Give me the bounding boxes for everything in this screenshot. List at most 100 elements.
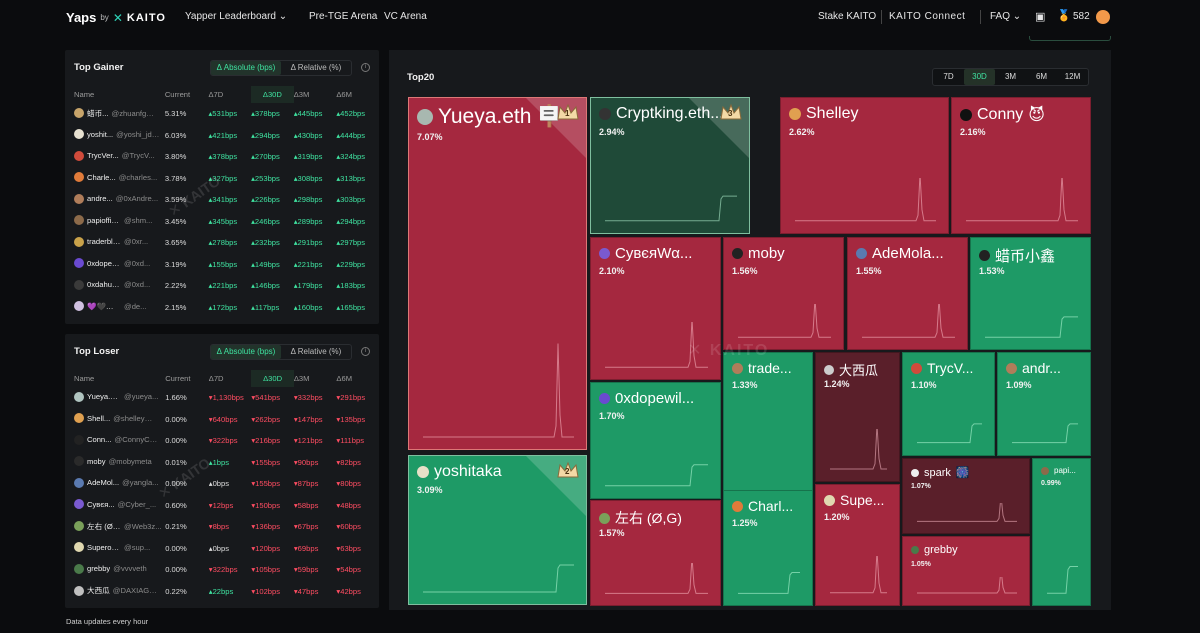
treemap-cell[interactable]: 0xdopewil... 1.70% xyxy=(590,382,721,499)
nav-pretge[interactable]: Pre-TGE Arena xyxy=(309,11,378,22)
treemap-cell[interactable]: 蜡币小鑫 1.53% xyxy=(970,237,1091,350)
table-row[interactable]: Conn... @ConnyCo... 0.00% ▾322bps ▾216bps ▾12… xyxy=(65,430,379,452)
delta-value: ▴313bps xyxy=(336,173,366,183)
toggle-relative[interactable]: Δ Relative (%) xyxy=(290,63,342,72)
table-row[interactable]: Shell... @shelleyma... 0.00% ▾640bps ▾262bps… xyxy=(65,409,379,431)
treemap-cell[interactable]: spark 🎆 1.07% xyxy=(902,458,1030,534)
nav-vc-arena[interactable]: VC Arena xyxy=(384,11,427,22)
column-header[interactable]: Δ6M xyxy=(336,90,352,99)
table-row[interactable]: 0xdopewil...@0xd... 3.19% ▴155bps ▴149bps ▴2… xyxy=(65,254,379,276)
cell-percent: 2.62% xyxy=(789,127,815,137)
table-row[interactable]: andre... @0xAndre... 3.59% ▴341bps ▴226bps ▴2… xyxy=(65,189,379,211)
treemap-cell[interactable]: Supe... 1.20% xyxy=(815,484,900,606)
treemap-cell[interactable]: Conny 😈 2.16% xyxy=(951,97,1091,234)
table-row[interactable]: 大西瓜@DAXIAGUA1 0.22% ▴22bps ▾102bps ▾47bps ▾42… xyxy=(65,581,379,603)
user-name[interactable]: moby @mobymeta xyxy=(74,456,152,467)
treemap-cell[interactable]: andr... 1.09% xyxy=(997,352,1091,456)
user-name[interactable]: Conn... @ConnyCo... xyxy=(74,434,158,445)
delta-value: ▴117bps xyxy=(251,302,280,312)
user-name[interactable]: TrycVer... @TrycV... xyxy=(74,150,155,161)
column-header[interactable]: Current xyxy=(165,374,191,383)
user-name[interactable]: grebby @vvvveth xyxy=(74,563,147,574)
medal-icon[interactable]: 🏅 xyxy=(1057,10,1071,22)
table-row[interactable]: 0xdahua... @0xd... 2.22% ▴221bps ▴146bps ▴179… xyxy=(65,275,379,297)
treemap-cell[interactable]: grebby 1.05% xyxy=(902,536,1030,606)
user-name[interactable]: 💜🖤💚 Kha...@de... xyxy=(74,301,147,312)
treemap-cell[interactable]: yoshitaka 3.09% 2 xyxy=(408,455,587,605)
nav-faq[interactable]: FAQ ⌄ xyxy=(990,11,1021,22)
user-name[interactable]: 0xdopewil...@0xd... xyxy=(74,258,150,269)
table-row[interactable]: yoshit... @yoshi_jdc... 6.03% ▴421bps ▴294bp… xyxy=(65,125,379,147)
table-row[interactable]: moby @mobymeta 0.01% ▴1bps ▾155bps ▾90bps ▾82b… xyxy=(65,452,379,474)
nav-stake[interactable]: Stake KAITO xyxy=(818,11,877,22)
column-header[interactable]: Δ30D xyxy=(251,370,294,387)
handle: @0xAndre... xyxy=(115,194,159,204)
table-row[interactable]: Charle... @charles... 3.78% ▴327bps ▴253bps ▴… xyxy=(65,168,379,190)
treemap-cell[interactable]: AdeMola... 1.55% xyxy=(847,237,968,350)
user-name[interactable]: traderblue...@0xr... xyxy=(74,236,148,247)
column-header[interactable]: Current xyxy=(164,90,191,99)
timeframe-7d[interactable]: 7D xyxy=(943,72,954,81)
user-name[interactable]: Charle... @charles... xyxy=(74,172,157,183)
table-row[interactable]: 蜡币... @zhuanfgg... 5.31% ▴531bps ▴378bps ▴445… xyxy=(65,103,379,125)
info-icon[interactable]: i xyxy=(361,63,370,72)
column-header[interactable]: Δ3M xyxy=(293,374,310,383)
user-name[interactable]: 大西瓜@DAXIAGUA1 xyxy=(74,585,157,596)
table-row[interactable]: Cyвєя... @Cyber_... 0.60% ▾12bps ▾150bps ▾58b… xyxy=(65,495,379,517)
user-name[interactable]: 0xdahua... @0xd... xyxy=(74,279,150,290)
treemap-cell[interactable]: CyвєяWα... 2.10% xyxy=(590,237,721,380)
name-cell: papiofficl... @shm... xyxy=(65,211,165,233)
user-name[interactable]: Cyвєя... @Cyber_... xyxy=(74,499,156,510)
user-name[interactable]: papiofficl... @shm... xyxy=(74,215,152,226)
toggle-absolute[interactable]: Δ Absolute (bps) xyxy=(211,61,281,75)
treemap-cell[interactable]: Cryptking.eth... 2.94% 3 xyxy=(590,97,750,234)
column-header[interactable]: Δ3M xyxy=(293,90,310,99)
treemap-cell[interactable]: Charl... 1.25% xyxy=(723,490,813,606)
timeframe-30d[interactable]: 30D xyxy=(964,69,995,85)
delta-value: ▾1,130bps xyxy=(208,393,244,403)
nav-leaderboard[interactable]: Yapper Leaderboard ⌄ xyxy=(185,11,287,22)
column-header[interactable]: Δ7D xyxy=(208,374,224,383)
user-name[interactable]: yoshit... @yoshi_jdc... xyxy=(74,129,160,140)
treemap-cell[interactable]: moby 1.56% xyxy=(723,237,844,350)
toggle-absolute[interactable]: Δ Absolute (bps) xyxy=(211,345,281,359)
table-row[interactable]: AdeMol... @yangla... 0.00% ▴0bps ▾155bps ▾87b… xyxy=(65,473,379,495)
name-cell: Superoger...@sup... xyxy=(65,538,165,560)
table-row[interactable]: Superoger...@sup... 0.00% ▴0bps ▾120bps ▾69b… xyxy=(65,538,379,560)
user-name[interactable]: Shell... @shelleyma... xyxy=(74,413,157,424)
table-row[interactable]: TrycVer... @TrycV... 3.80% ▴378bps ▴270bps ▴3… xyxy=(65,146,379,168)
user-name[interactable]: AdeMol... @yangla... xyxy=(74,477,159,488)
top-button-edge[interactable] xyxy=(1029,36,1111,41)
nav-connect[interactable]: KAITO Connect xyxy=(889,11,966,22)
treemap-cell[interactable]: Yueya.eth 🪧 7.07% 1 xyxy=(408,97,587,450)
timeframe-3m[interactable]: 3M xyxy=(1004,72,1017,81)
treemap-cell[interactable]: Shelley 2.62% xyxy=(780,97,949,234)
user-name[interactable]: andre... @0xAndre... xyxy=(74,193,159,204)
delta-value: ▴430bps xyxy=(293,130,323,140)
user-name[interactable]: Yueya.et... @yueya... xyxy=(74,391,158,402)
table-row[interactable]: traderblue...@0xr... 3.65% ▴278bps ▴232bps ▴… xyxy=(65,232,379,254)
timeframe-12m[interactable]: 12M xyxy=(1064,72,1081,81)
column-header[interactable]: Δ6M xyxy=(336,374,353,383)
table-row[interactable]: papiofficl... @shm... 3.45% ▴345bps ▴246bps ▴… xyxy=(65,211,379,233)
treemap-cell[interactable]: TrycV... 1.10% xyxy=(902,352,995,456)
treemap-cell[interactable]: 左右 (Ø,G) 1.57% xyxy=(590,500,721,606)
table-row[interactable]: grebby @vvvveth 0.00% ▾322bps ▾105bps ▾59bps ▾… xyxy=(65,559,379,581)
table-row[interactable]: Yueya.et... @yueya... 1.66% ▾1,130bps ▾541bp… xyxy=(65,387,379,409)
user-name[interactable]: 左右 (Ø,... @Web3z... xyxy=(74,521,162,532)
info-icon[interactable]: i xyxy=(361,347,370,356)
treemap-cell[interactable]: papi... 0.99% xyxy=(1032,458,1091,606)
user-avatar[interactable] xyxy=(1096,10,1110,24)
user-name[interactable]: Superoger...@sup... xyxy=(74,542,150,553)
brand-logo[interactable]: Yaps by ✕ KAITO xyxy=(66,10,166,25)
column-header[interactable]: Δ30D xyxy=(251,86,294,103)
treemap-cell[interactable]: 大西瓜 1.24% xyxy=(815,352,900,482)
image-icon[interactable]: ▣ xyxy=(1035,11,1046,23)
user-name[interactable]: 蜡币... @zhuanfgg... xyxy=(74,108,156,119)
timeframe-6m[interactable]: 6M xyxy=(1035,72,1048,81)
table-row[interactable]: 左右 (Ø,... @Web3z... 0.21% ▾8bps ▾136bps ▾67bp… xyxy=(65,516,379,538)
column-header[interactable]: Δ7D xyxy=(208,90,224,99)
toggle-relative[interactable]: Δ Relative (%) xyxy=(290,347,342,356)
delta-value: ▴232bps xyxy=(251,238,280,248)
table-row[interactable]: 💜🖤💚 Kha...@de... 2.15% ▴172bps ▴117bps ▴160b… xyxy=(65,297,379,319)
